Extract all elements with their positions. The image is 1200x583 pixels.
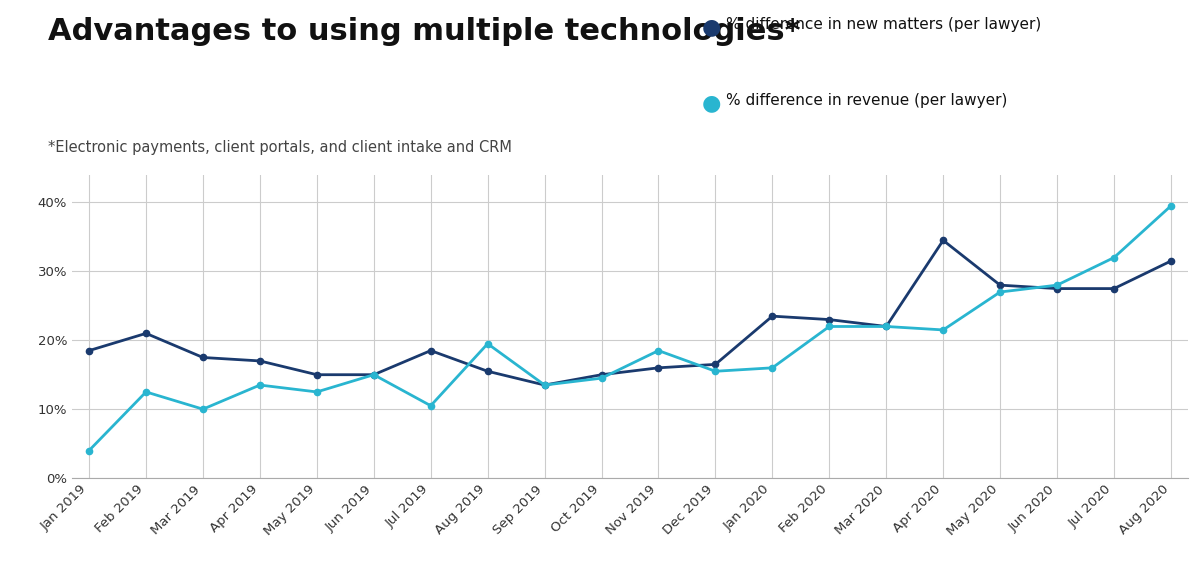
Text: % difference in revenue (per lawyer): % difference in revenue (per lawyer) — [726, 93, 1007, 108]
Text: ●: ● — [702, 17, 721, 37]
Text: % difference in new matters (per lawyer): % difference in new matters (per lawyer) — [726, 17, 1042, 33]
Text: Advantages to using multiple technologies*: Advantages to using multiple technologie… — [48, 17, 800, 47]
Text: ●: ● — [702, 93, 721, 113]
Text: *Electronic payments, client portals, and client intake and CRM: *Electronic payments, client portals, an… — [48, 140, 512, 155]
